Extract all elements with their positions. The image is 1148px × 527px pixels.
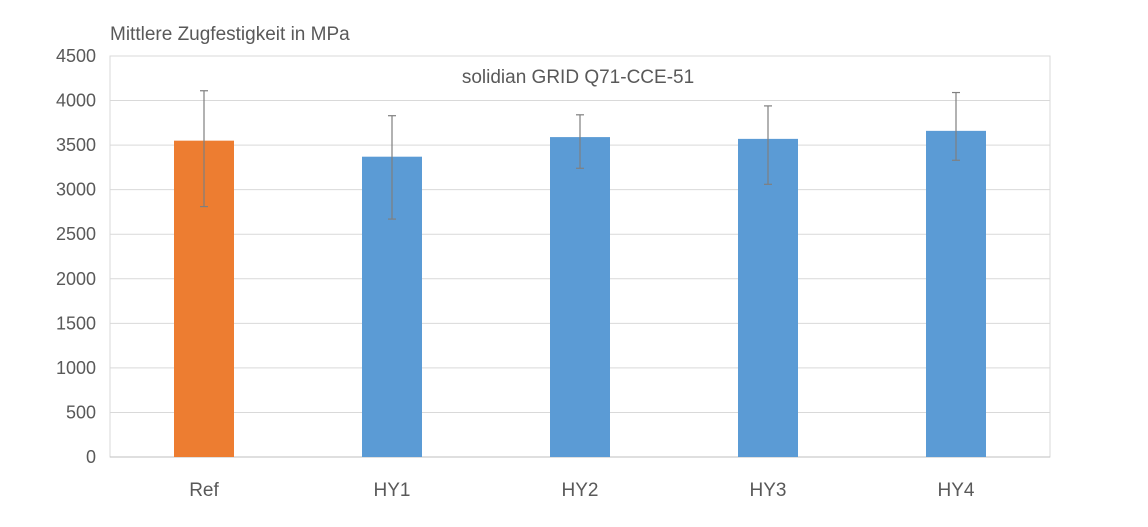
y-tick-label: 1000: [56, 358, 96, 378]
error-bars: [200, 90, 960, 220]
y-tick-label: 4500: [56, 46, 96, 66]
y-tick-label: 2000: [56, 269, 96, 289]
error-bar-hy4: [952, 91, 960, 161]
y-tick-label: 0: [86, 447, 96, 467]
bar-hy3: [738, 138, 798, 457]
y-tick-label: 3000: [56, 180, 96, 200]
y-tick-label: 2500: [56, 224, 96, 244]
bar-hy4: [926, 130, 986, 457]
x-tick-labels: Ref HY1 HY2 HY3 HY4: [189, 480, 975, 501]
chart-subtitle: solidian GRID Q71-CCE-51: [462, 67, 694, 88]
y-tick-label: 4000: [56, 91, 96, 111]
y-tick-labels: 0 500 1000 1500 2000 2500 3000 3500 4000 4500: [56, 46, 96, 467]
y-tick-label: 1500: [56, 313, 96, 333]
y-tick-label: 3500: [56, 135, 96, 155]
x-tick-label: HY3: [750, 480, 787, 501]
y-tick-label: 500: [66, 402, 96, 422]
error-bar-hy1: [388, 115, 396, 220]
bar-hy2: [550, 137, 610, 457]
error-bar-ref: [200, 90, 208, 208]
error-bar-hy2: [576, 114, 584, 169]
x-tick-label: HY1: [374, 480, 411, 501]
x-tick-label: HY4: [938, 480, 975, 501]
error-bar-hy3: [764, 105, 772, 185]
y-axis-title: Mittlere Zugfestigkeit in MPa: [110, 24, 350, 45]
x-tick-label: HY2: [562, 480, 599, 501]
x-tick-label: Ref: [189, 480, 219, 501]
